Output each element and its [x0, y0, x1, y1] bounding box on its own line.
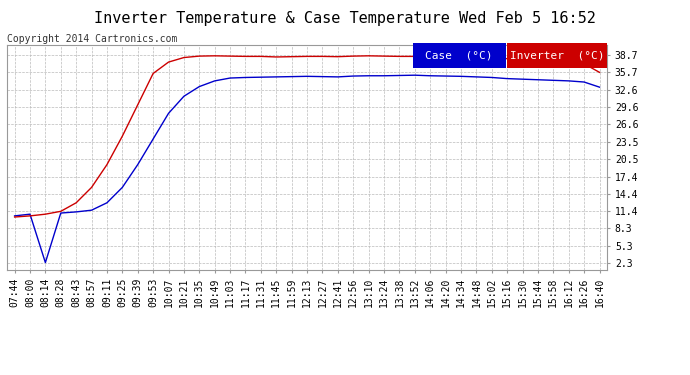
Text: Inverter  (°C): Inverter (°C): [510, 50, 604, 60]
Text: Inverter Temperature & Case Temperature Wed Feb 5 16:52: Inverter Temperature & Case Temperature …: [94, 11, 596, 26]
Text: Case  (°C): Case (°C): [426, 50, 493, 60]
Text: Copyright 2014 Cartronics.com: Copyright 2014 Cartronics.com: [7, 34, 177, 44]
